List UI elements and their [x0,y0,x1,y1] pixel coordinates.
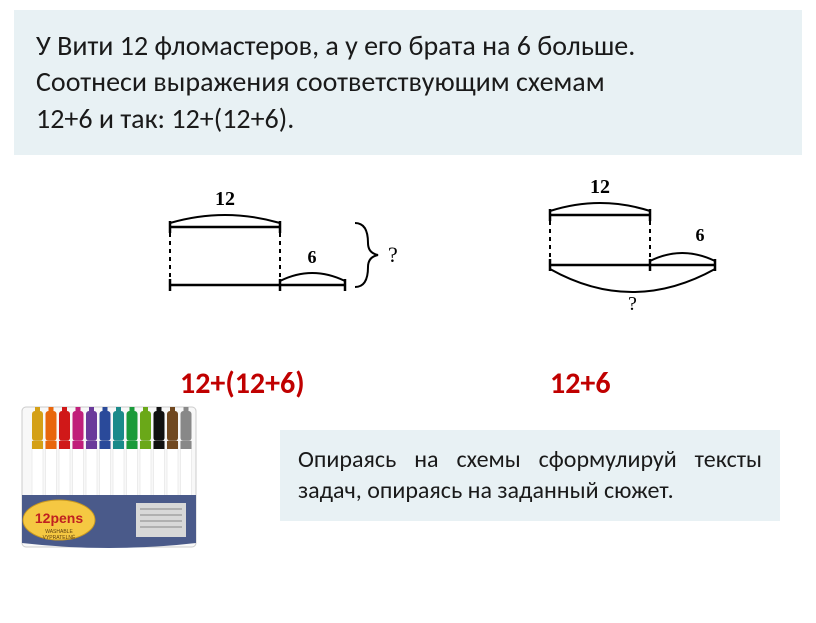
diagram-right-svg: 12 6 ? [520,175,770,335]
problem-line-3: 12+6 и так: 12+(12+6). [36,101,780,137]
diagram-right-label-6: 6 [696,225,705,245]
diagram-right-arc-6 [650,253,715,261]
diagram-right-question: ? [628,293,637,315]
diagram-left-svg: 12 6 ? [150,185,410,325]
diagrams-container: 12 6 ? 12 [0,175,816,355]
diagram-left-brace [355,223,378,287]
task-box: Опираясь на схемы сформулируй тексты зад… [280,430,780,520]
pens-image: 12pens WASHABLE VYPRATELNÉ [14,395,204,555]
diagram-right-ellipse [550,269,715,292]
problem-line-2: Соотнеси выражения соответствующим схема… [36,64,780,100]
pens-sub2: VYPRATELNÉ [43,534,76,541]
pens-brand: 12pens [35,510,83,526]
diagram-left: 12 6 ? [150,185,410,330]
diagram-left-question: ? [388,242,398,267]
diagram-right-label-12: 12 [590,176,610,198]
diagram-left-arc-6 [280,273,345,281]
diagram-right: 12 6 ? [520,175,770,340]
answer-right: 12+6 [550,365,611,402]
diagram-left-arc-top [170,215,280,223]
problem-statement: У Вити 12 фломастеров, а у его брата на … [14,10,802,155]
diagram-right-arc-top [550,203,650,211]
problem-line-1: У Вити 12 фломастеров, а у его брата на … [36,28,780,64]
task-text: Опираясь на схемы сформулируй тексты зад… [298,445,762,505]
diagram-left-label-6: 6 [308,247,317,267]
diagram-left-label-12: 12 [215,188,235,210]
